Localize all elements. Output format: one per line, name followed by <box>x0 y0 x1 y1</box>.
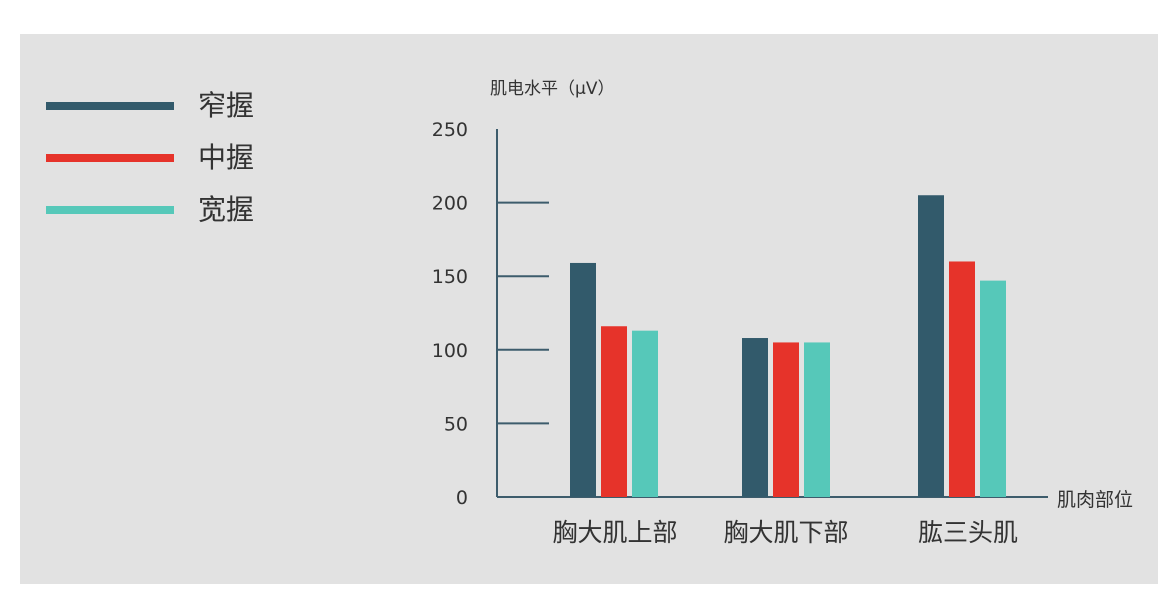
category-label: 胸大肌下部 <box>723 518 848 547</box>
y-tick-label: 0 <box>456 487 468 509</box>
x-axis-label: 肌肉部位 <box>1057 489 1133 511</box>
y-tick-label: 100 <box>432 340 468 362</box>
bar-1-0 <box>742 338 768 497</box>
bar-1-1 <box>773 342 799 497</box>
legend-label-medium: 中握 <box>198 141 255 174</box>
y-tick-label: 250 <box>432 119 468 141</box>
bars <box>570 195 1006 498</box>
bar-0-1 <box>601 326 627 497</box>
legend-swatch-narrow <box>46 102 174 110</box>
bar-2-2 <box>980 280 1006 497</box>
bar-1-2 <box>804 342 830 497</box>
legend-label-narrow: 窄握 <box>198 89 255 122</box>
legend-label-wide: 宽握 <box>198 193 255 226</box>
legend-swatch-medium <box>46 154 174 162</box>
category-label: 肱三头肌 <box>918 518 1018 547</box>
category-label: 胸大肌上部 <box>552 518 677 547</box>
bar-2-1 <box>949 261 975 497</box>
bar-0-2 <box>632 330 658 497</box>
y-tick-label: 200 <box>432 193 468 215</box>
bar-2-0 <box>918 195 944 498</box>
legend-swatch-wide <box>46 206 174 214</box>
bar-0-0 <box>570 262 596 497</box>
y-tick-label: 50 <box>444 413 468 435</box>
y-axis-label: 肌电水平（μV） <box>490 79 614 99</box>
y-tick-label: 150 <box>432 266 468 288</box>
